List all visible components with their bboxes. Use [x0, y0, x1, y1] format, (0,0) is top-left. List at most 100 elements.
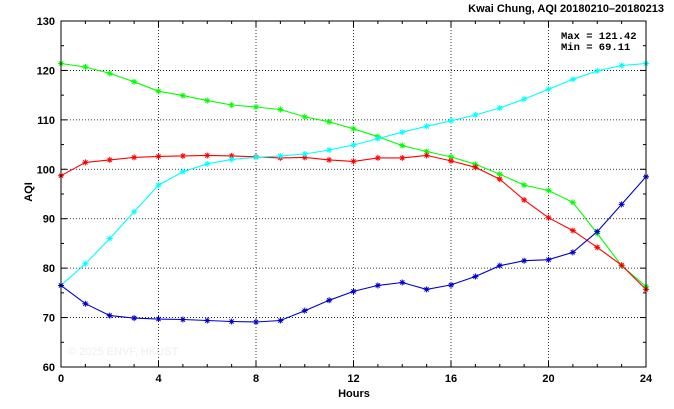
data-point-marker — [82, 159, 89, 166]
data-point-marker — [399, 142, 406, 149]
data-point-marker — [496, 171, 503, 178]
data-point-marker — [448, 117, 454, 124]
data-point-marker — [253, 104, 259, 111]
data-point-marker — [423, 123, 430, 130]
data-point-marker — [569, 76, 576, 83]
x-tick-label: 24 — [640, 373, 653, 385]
data-point-marker — [399, 154, 406, 161]
data-point-marker — [545, 86, 552, 93]
data-point-marker — [521, 196, 528, 203]
data-point-marker — [106, 70, 113, 77]
data-point-marker — [472, 111, 479, 118]
data-point-marker — [277, 106, 284, 113]
data-point-marker — [301, 154, 308, 161]
x-tick-label: 8 — [253, 373, 259, 385]
data-point-marker — [155, 88, 162, 95]
data-point-marker — [374, 154, 381, 161]
data-point-marker — [131, 315, 138, 322]
data-point-marker — [374, 135, 381, 142]
data-point-marker — [521, 96, 528, 103]
data-point-marker — [326, 156, 333, 163]
data-point-marker — [350, 142, 357, 149]
data-point-marker — [472, 164, 479, 171]
data-point-marker — [301, 150, 308, 157]
data-point-marker — [179, 168, 186, 175]
x-tick-label: 4 — [155, 373, 162, 385]
series-3 — [58, 60, 649, 289]
data-point-marker — [472, 273, 479, 280]
data-point-marker — [106, 312, 113, 319]
data-point-marker — [155, 153, 162, 160]
data-point-marker — [179, 92, 186, 99]
x-tick-label: 20 — [542, 373, 554, 385]
data-point-marker — [618, 201, 625, 208]
data-point-marker — [277, 152, 284, 159]
data-point-marker — [277, 317, 284, 324]
data-point-marker — [594, 244, 601, 251]
data-point-marker — [521, 257, 528, 264]
data-point-marker — [228, 152, 235, 159]
data-point-marker — [131, 154, 138, 161]
data-point-marker — [618, 262, 625, 269]
data-point-marker — [326, 118, 333, 125]
y-tick-label: 130 — [37, 16, 55, 28]
data-point-marker — [545, 214, 552, 221]
data-point-marker — [204, 152, 211, 159]
data-point-marker — [106, 235, 113, 242]
y-tick-label: 90 — [43, 214, 55, 226]
data-point-marker — [326, 147, 333, 154]
data-point-marker — [569, 227, 576, 234]
series-layer — [58, 60, 649, 326]
data-point-marker — [374, 282, 381, 289]
y-tick-label: 70 — [43, 313, 55, 325]
min-label: Min = 69.11 — [561, 42, 630, 54]
data-point-marker — [301, 307, 308, 314]
data-point-marker — [301, 113, 308, 120]
data-point-marker — [179, 316, 186, 323]
x-tick-label: 12 — [347, 373, 359, 385]
data-point-marker — [228, 102, 235, 109]
series-4 — [58, 173, 649, 326]
x-axis-label: Hours — [338, 388, 370, 400]
y-tick-label: 100 — [37, 164, 55, 176]
data-point-marker — [423, 286, 430, 293]
data-point-marker — [545, 256, 552, 263]
grid-lines — [61, 21, 646, 367]
data-point-marker — [448, 153, 454, 160]
max-label: Max = 121.42 — [561, 31, 637, 43]
data-point-marker — [350, 158, 357, 165]
data-point-marker — [106, 156, 113, 163]
x-tick-label: 0 — [58, 373, 64, 385]
data-point-marker — [496, 176, 503, 183]
data-point-marker — [569, 249, 576, 256]
data-point-marker — [618, 62, 625, 69]
data-point-marker — [155, 182, 162, 189]
data-point-marker — [350, 288, 357, 295]
watermark: © 2025 ENVF, HKUST — [68, 346, 178, 358]
data-point-marker — [569, 199, 576, 206]
data-point-marker — [496, 262, 503, 269]
data-point-marker — [448, 157, 454, 164]
data-point-marker — [131, 78, 138, 85]
data-point-marker — [521, 182, 528, 189]
data-point-marker — [155, 316, 162, 323]
y-tick-label: 110 — [37, 115, 55, 127]
data-point-marker — [326, 297, 333, 304]
data-point-marker — [594, 228, 601, 235]
data-point-marker — [423, 148, 430, 155]
data-point-marker — [204, 317, 211, 324]
axis-ticks: 0 4 8 12 16 20 24 60 70 80 90 100 110 120 130 — [37, 16, 653, 385]
data-point-marker — [399, 129, 406, 136]
data-point-marker — [204, 160, 211, 167]
data-point-marker — [82, 300, 89, 307]
y-tick-label: 60 — [43, 362, 55, 374]
data-point-marker — [131, 208, 138, 215]
y-tick-label: 80 — [43, 263, 55, 275]
y-tick-label: 120 — [37, 65, 55, 77]
data-point-marker — [228, 318, 235, 325]
data-point-marker — [423, 152, 430, 159]
data-point-marker — [350, 125, 357, 132]
data-point-marker — [594, 67, 601, 74]
data-point-marker — [82, 260, 89, 267]
